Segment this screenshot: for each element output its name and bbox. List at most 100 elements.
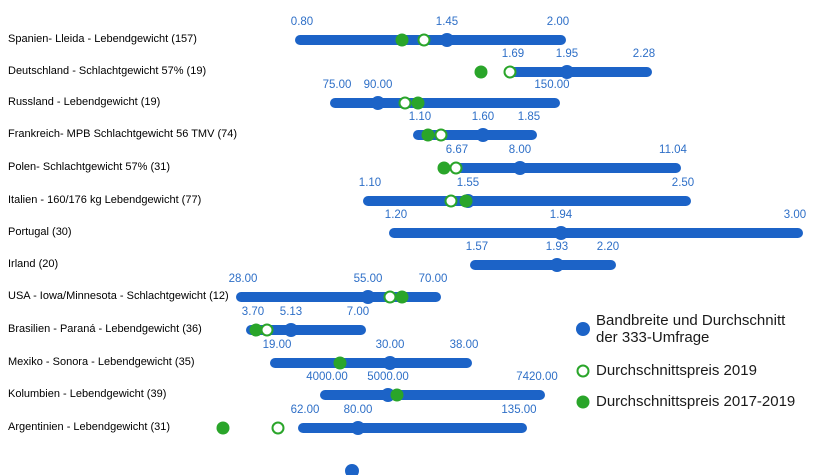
row-label: USA - Iowa/Minnesota - Schlachtgewicht (… [8, 290, 229, 302]
value-label-max: 70.00 [418, 273, 448, 285]
avg-2019-marker [434, 128, 448, 142]
avg-2017-2019-marker [411, 96, 425, 110]
avg-2017-2019-marker [421, 128, 435, 142]
value-label-min: 1.10 [358, 177, 382, 189]
value-label-avg: 1.55 [456, 177, 480, 189]
value-label-avg: 1.45 [435, 16, 459, 28]
legend-item-2017-2019: Durchschnittspreis 2017-2019 [596, 393, 795, 410]
avg-2017-2019-marker [333, 356, 347, 370]
value-label-min: 19.00 [262, 339, 292, 351]
value-label-avg: 1.94 [549, 209, 573, 221]
row-label: Kolumbien - Lebendgewicht (39) [8, 388, 167, 400]
value-label-max: 150.00 [534, 79, 570, 91]
value-label-avg: 90.00 [363, 79, 393, 91]
range-bar [295, 35, 566, 45]
partial-bottom-dot [345, 464, 359, 475]
range-bar [236, 292, 441, 302]
value-label-min: 3.70 [241, 306, 265, 318]
range-bar [413, 130, 537, 140]
range-bar [298, 423, 527, 433]
row-label: Mexiko - Sonora - Lebendgewicht (35) [8, 356, 195, 368]
value-label-min: 28.00 [228, 273, 258, 285]
average-dot [371, 96, 385, 110]
row-label: Irland (20) [8, 258, 59, 270]
row-label: Russland - Lebendgewicht (19) [8, 96, 161, 108]
value-label-min: 1.10 [408, 111, 432, 123]
value-label-min: 62.00 [290, 404, 320, 416]
avg-2017-2019-marker [390, 388, 404, 402]
value-label-max: 135.00 [501, 404, 537, 416]
value-label-max: 1.85 [517, 111, 541, 123]
value-label-max: 2.28 [632, 48, 656, 60]
legend-filled-dot-icon [576, 395, 590, 409]
value-label-max: 38.00 [449, 339, 479, 351]
value-label-max: 7420.00 [516, 371, 558, 383]
range-bar [320, 390, 545, 400]
range-bar [389, 228, 803, 238]
avg-2019-marker [398, 96, 412, 110]
average-dot [284, 323, 298, 337]
legend-open-circle-icon [576, 364, 590, 378]
avg-2017-2019-marker [474, 65, 488, 79]
legend-label-line: der 333-Umfrage [596, 329, 710, 346]
value-label-max: 2.50 [671, 177, 695, 189]
legend-label-line: Durchschnittspreis 2019 [596, 362, 757, 379]
avg-2019-marker [417, 33, 431, 47]
row-label: Deutschland - Schlachtgewicht 57% (19) [8, 65, 207, 77]
value-label-min: 75.00 [322, 79, 352, 91]
avg-2017-2019-marker [216, 421, 230, 435]
legend-label-line: Durchschnittspreis 2017-2019 [596, 393, 796, 410]
value-label-min: 1.20 [384, 209, 408, 221]
range-bar [450, 163, 681, 173]
row-label: Brasilien - Paraná - Lebendgewicht (36) [8, 323, 202, 335]
avg-2019-marker [449, 161, 463, 175]
legend-item-range: Bandbreite und Durchschnitt der 333-Umfr… [596, 312, 785, 346]
avg-2017-2019-marker [459, 194, 473, 208]
value-label-avg: 1.95 [555, 48, 579, 60]
value-label-avg: 1.93 [545, 241, 569, 253]
value-label-max: 2.00 [546, 16, 570, 28]
average-dot [550, 258, 564, 272]
value-label-min: 1.69 [501, 48, 525, 60]
avg-2017-2019-marker [249, 323, 263, 337]
range-bar [330, 98, 560, 108]
value-label-min: 4000.00 [306, 371, 348, 383]
row-label: Italien - 160/176 kg Lebendgewicht (77) [8, 194, 202, 206]
average-dot [554, 226, 568, 240]
value-label-min: 1.57 [465, 241, 489, 253]
row-label: Frankreich- MPB Schlachtgewicht 56 TMV (… [8, 128, 238, 140]
average-dot [383, 356, 397, 370]
avg-2017-2019-marker [395, 290, 409, 304]
value-label-max: 2.20 [596, 241, 620, 253]
value-label-max: 7.00 [346, 306, 370, 318]
average-dot [351, 421, 365, 435]
avg-2017-2019-marker [437, 161, 451, 175]
value-label-avg: 30.00 [375, 339, 405, 351]
range-bar [470, 260, 616, 270]
row-label: Polen- Schlachtgewicht 57% (31) [8, 161, 171, 173]
value-label-avg: 55.00 [353, 273, 383, 285]
avg-2019-marker [444, 194, 458, 208]
value-label-avg: 5.13 [279, 306, 303, 318]
row-label: Spanien- Lleida - Lebendgewicht (157) [8, 33, 197, 45]
legend-blue-dot-icon [576, 322, 590, 336]
value-label-max: 3.00 [783, 209, 807, 221]
avg-2019-marker [271, 421, 285, 435]
avg-2017-2019-marker [395, 33, 409, 47]
range-bar [363, 196, 691, 206]
legend-item-2019: Durchschnittspreis 2019 [596, 362, 757, 379]
average-dot [361, 290, 375, 304]
value-label-min: 6.67 [445, 144, 469, 156]
value-label-avg: 5000.00 [367, 371, 409, 383]
value-label-avg: 1.60 [471, 111, 495, 123]
row-label: Argentinien - Lebendgewicht (31) [8, 421, 171, 433]
value-label-avg: 80.00 [343, 404, 373, 416]
row-label: Portugal (30) [8, 226, 72, 238]
average-dot [440, 33, 454, 47]
range-bar [246, 325, 366, 335]
range-bar [506, 67, 652, 77]
range-bar [270, 358, 472, 368]
average-dot [513, 161, 527, 175]
value-label-min: 0.80 [290, 16, 314, 28]
